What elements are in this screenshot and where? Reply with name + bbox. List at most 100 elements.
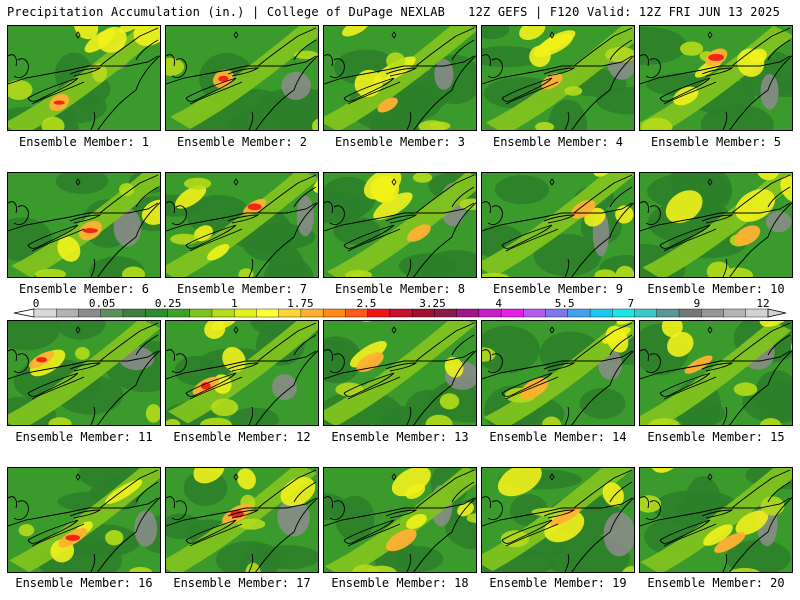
basemap-outline [166,469,318,572]
precip-shading [640,321,792,425]
model-run-valid-time: 12Z GEFS | F120 Valid: 12Z FRI JUN 13 20… [468,5,780,19]
map-boundary-line [482,349,491,362]
map-boundary-line [731,174,791,214]
precip-shading [324,321,476,425]
ensemble-member-map[interactable] [323,467,477,573]
map-boundary-line [731,322,791,362]
precip-shading [166,321,318,425]
map-boundary-line [97,350,160,425]
precip-shading [166,468,318,572]
map-boundary-line [701,67,734,77]
map-boundary-line [343,519,395,544]
ensemble-member-map[interactable] [323,320,477,426]
map-boundary-line [501,519,553,544]
map-boundary-line [135,186,159,208]
map-boundary-line [90,258,96,277]
map-boundary-line [482,350,633,380]
map-boundary-line [248,406,254,425]
map-boundary-line [185,372,237,397]
map-boundary-line [729,202,792,277]
map-boundary-line [543,509,576,519]
map-boundary-line [324,350,475,380]
map-boundary-line [329,500,345,521]
map-boundary-line [189,228,243,252]
ensemble-member-map[interactable] [165,467,319,573]
map-boundary-line [505,228,559,252]
map-boundary-line [324,201,333,214]
map-boundary-line [406,553,412,572]
map-boundary-line [731,469,791,509]
ensemble-member-map[interactable] [165,25,319,131]
ensemble-member-map[interactable] [165,320,319,426]
colorbar-swatch [233,308,257,318]
map-boundary-line [573,469,633,509]
ensemble-member-map[interactable] [7,467,161,573]
colorbar-swatch [478,308,502,318]
ensemble-member-map[interactable] [323,172,477,278]
ensemble-member-caption: Ensemble Member: 6 [18,282,150,296]
map-boundary-line [255,55,318,130]
ensemble-member-map[interactable] [323,25,477,131]
colorbar-tick-label: 0.05 [88,297,116,310]
ensemble-member-map[interactable] [639,320,793,426]
colorbar-swatch [567,308,591,318]
map-boundary-line [255,350,318,425]
map-boundary-line [257,174,317,214]
map-boundary-line [729,55,792,130]
map-boundary-line [413,350,476,425]
map-boundary-line [166,202,317,232]
map-boundary-line [171,353,187,374]
map-boundary-line [609,39,633,61]
ensemble-member-caption: Ensemble Member: 17 [173,576,311,590]
map-boundary-line [640,497,791,527]
ensemble-member-map[interactable] [639,172,793,278]
map-boundary-line [482,54,491,67]
ensemble-member-map[interactable] [481,25,635,131]
ensemble-member-caption: Ensemble Member: 10 [647,282,785,296]
colorbar-swatch [411,308,435,318]
map-boundary-line [767,39,791,61]
colorbar-swatch [145,308,168,318]
colorbar-swatch [523,308,547,318]
map-boundary-line [767,186,791,208]
map-boundary-line [640,349,649,362]
map-boundary-line [347,81,401,105]
station-marker-icon [707,31,713,39]
ensemble-member-map[interactable] [639,467,793,573]
ensemble-member-map[interactable] [639,25,793,131]
ensemble-member-map[interactable] [7,172,161,278]
map-boundary-line [571,350,634,425]
precip-shading [8,173,160,277]
map-boundary-line [166,55,317,85]
colorbar-tick-label: 0.25 [154,297,182,310]
map-boundary-line [571,202,634,277]
ensemble-member-map[interactable] [7,320,161,426]
map-boundary-line [543,67,576,77]
ensemble-member-map[interactable] [165,172,319,278]
colorbar-swatch [389,308,413,318]
map-boundary-line [487,58,503,79]
map-boundary-line [189,376,243,400]
map-boundary-line [99,174,159,214]
station-marker-icon [391,31,397,39]
colorbar-tick-label: 9 [693,297,701,310]
map-boundary-line [13,58,29,79]
station-marker-icon [391,473,397,481]
precip-shading [640,26,792,130]
station-marker-icon [75,326,81,334]
map-boundary-line [69,214,102,224]
colorbar-swatch [434,308,458,318]
ensemble-member-map[interactable] [481,172,635,278]
map-boundary-line [731,27,791,67]
ensemble-member-map[interactable] [481,320,635,426]
colorbar-swatch [456,308,480,318]
map-boundary-line [722,553,728,572]
ensemble-member-map[interactable] [481,467,635,573]
map-boundary-line [659,77,711,102]
precip-shading [166,173,318,277]
colorbar-swatch [745,308,769,318]
station-marker-icon [391,326,397,334]
map-boundary-line [324,55,475,85]
ensemble-member-map[interactable] [7,25,161,131]
ensemble-member-caption: Ensemble Member: 16 [15,576,153,590]
